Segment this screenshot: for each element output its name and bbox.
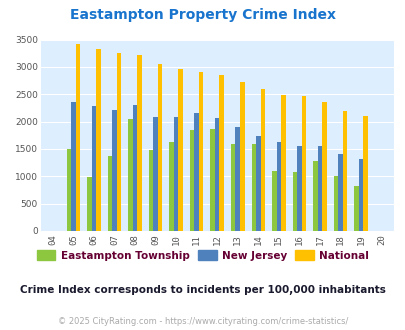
Bar: [292, 172, 296, 231]
Bar: [190, 130, 194, 231]
Bar: [158, 64, 162, 231]
Bar: [280, 95, 285, 231]
Bar: [137, 55, 141, 231]
Legend: Eastampton Township, New Jersey, National: Eastampton Township, New Jersey, Nationa…: [32, 246, 373, 265]
Bar: [219, 75, 224, 231]
Bar: [251, 144, 256, 231]
Bar: [362, 115, 367, 231]
Text: Crime Index corresponds to incidents per 100,000 inhabitants: Crime Index corresponds to incidents per…: [20, 285, 385, 295]
Bar: [230, 144, 235, 231]
Bar: [256, 136, 260, 231]
Bar: [337, 154, 342, 231]
Bar: [321, 102, 326, 231]
Bar: [71, 103, 75, 231]
Bar: [92, 106, 96, 231]
Bar: [117, 53, 121, 231]
Bar: [96, 49, 100, 231]
Bar: [214, 118, 219, 231]
Bar: [353, 185, 358, 231]
Bar: [317, 146, 321, 231]
Bar: [235, 127, 239, 231]
Bar: [260, 89, 264, 231]
Bar: [112, 110, 117, 231]
Bar: [194, 113, 198, 231]
Bar: [342, 111, 346, 231]
Bar: [66, 149, 71, 231]
Bar: [107, 156, 112, 231]
Text: © 2025 CityRating.com - https://www.cityrating.com/crime-statistics/: © 2025 CityRating.com - https://www.city…: [58, 317, 347, 326]
Bar: [153, 117, 158, 231]
Text: Eastampton Property Crime Index: Eastampton Property Crime Index: [70, 8, 335, 22]
Bar: [149, 150, 153, 231]
Bar: [301, 96, 305, 231]
Bar: [75, 44, 80, 231]
Bar: [358, 159, 362, 231]
Bar: [87, 178, 92, 231]
Bar: [132, 105, 137, 231]
Bar: [312, 161, 317, 231]
Bar: [333, 176, 337, 231]
Bar: [296, 146, 301, 231]
Bar: [210, 129, 214, 231]
Bar: [276, 143, 280, 231]
Bar: [128, 119, 132, 231]
Bar: [198, 72, 203, 231]
Bar: [173, 117, 178, 231]
Bar: [178, 69, 183, 231]
Bar: [271, 171, 276, 231]
Bar: [169, 142, 173, 231]
Bar: [239, 82, 244, 231]
